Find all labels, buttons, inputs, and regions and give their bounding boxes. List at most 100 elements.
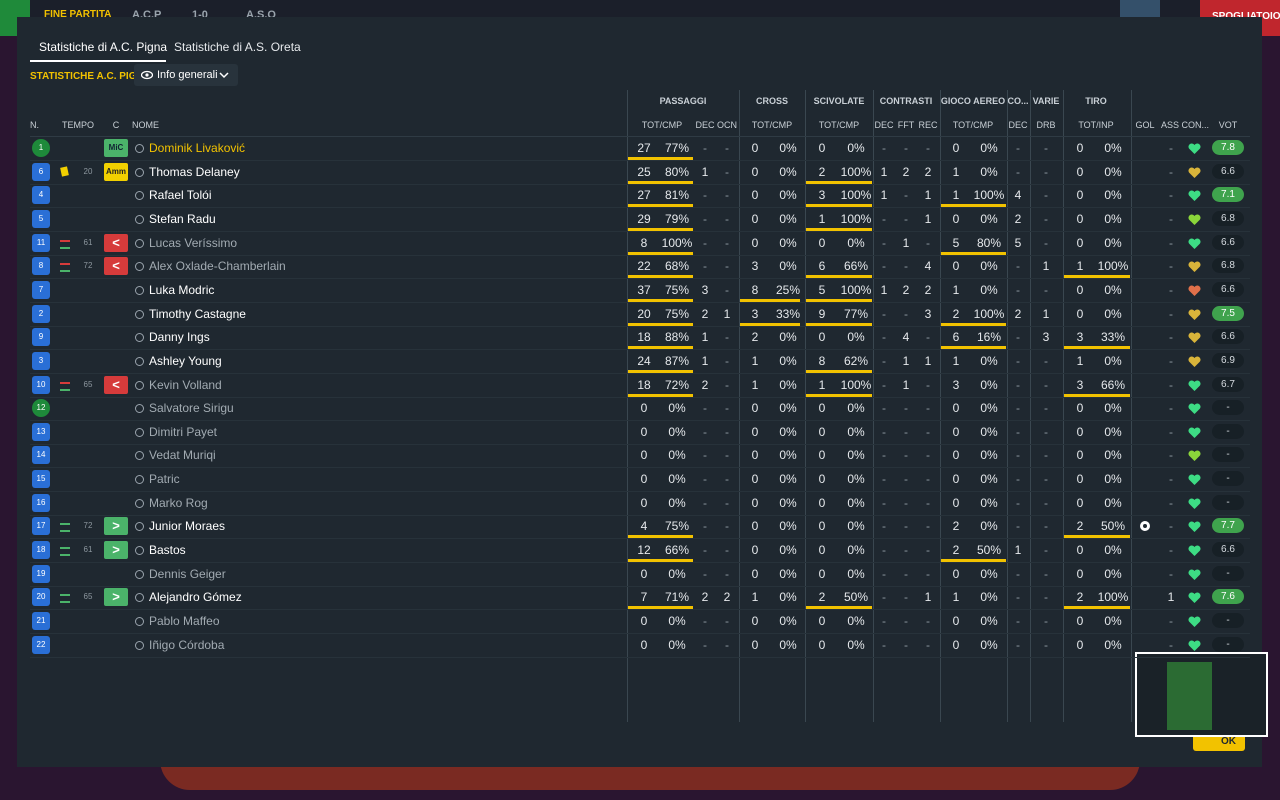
stat-value: 1 — [701, 164, 709, 179]
stat-value: - — [1044, 637, 1048, 652]
stat-value: 0% — [847, 235, 865, 250]
player-icon — [135, 546, 144, 556]
stat-value: 1 — [751, 353, 759, 368]
stat-value: - — [1016, 330, 1020, 345]
minimap[interactable] — [1135, 652, 1268, 737]
stat-value: 50% — [1100, 519, 1126, 534]
shirt-number-badge — [32, 375, 50, 394]
stat-value: 0% — [779, 259, 797, 274]
player-icon — [135, 144, 144, 153]
player-icon — [135, 640, 144, 650]
row-line — [30, 514, 1250, 516]
stat-value: 6 — [952, 330, 960, 345]
stat-value: - — [1044, 566, 1048, 581]
ok-button[interactable] — [1193, 737, 1245, 751]
column-divider — [739, 90, 740, 722]
stat-value: 8 — [818, 353, 826, 368]
stat-value: 0 — [751, 448, 759, 463]
dressing-room-label[interactable]: SPOGLIATOIO — [1212, 11, 1280, 22]
stat-value: 1 — [952, 282, 960, 297]
stat-bar — [941, 204, 1006, 208]
tab[interactable]: Statistiche di A.S. Oreta — [174, 40, 301, 54]
row-line — [30, 585, 1250, 587]
stat-value: - — [1169, 164, 1173, 179]
stat-value: 0% — [1104, 448, 1122, 463]
stat-value: 3 — [1076, 330, 1084, 345]
stat-value: 0 — [818, 566, 826, 581]
stat-value: 2 — [902, 164, 910, 179]
shirt-number-badge — [32, 209, 50, 228]
stat-value: - — [1169, 543, 1173, 558]
stat-value: - — [882, 306, 886, 321]
stat-value: 0% — [1104, 637, 1122, 652]
stat-value: 0 — [640, 448, 648, 463]
stat-value: - — [904, 259, 908, 274]
stat-value: 0% — [1104, 495, 1122, 510]
stat-value: 5 — [1014, 235, 1022, 250]
rating: 6.8 — [1212, 258, 1244, 274]
stat-value: 88% — [664, 330, 690, 345]
stat-bar — [1064, 275, 1130, 279]
group-header: SCIVOLATE — [813, 96, 865, 106]
stat-bar — [628, 393, 693, 397]
stat-value: 0% — [1104, 306, 1122, 321]
shirt-number-badge — [32, 541, 50, 560]
stat-bar — [628, 204, 693, 208]
stat-value: 1 — [902, 377, 910, 392]
stat-value: 0 — [1076, 424, 1084, 439]
stat-bar — [941, 322, 1006, 326]
stat-value: 2 — [924, 282, 932, 297]
shirt-number: 6 — [38, 166, 44, 176]
shirt-number-badge — [32, 162, 50, 181]
stat-value: 0 — [1076, 495, 1084, 510]
rating: 7.8 — [1212, 140, 1244, 155]
stat-value: 0 — [1076, 211, 1084, 226]
stat-value: - — [926, 401, 930, 416]
stat-value: 0% — [980, 448, 998, 463]
stat-value: 1 — [1076, 353, 1084, 368]
stat-value: - — [1016, 519, 1020, 534]
stat-value: 0% — [1104, 141, 1122, 155]
shirt-number: 2 — [38, 308, 44, 318]
stat-value: 1 — [924, 211, 932, 226]
stat-value: - — [904, 424, 908, 439]
shirt-number: 5 — [38, 213, 44, 223]
stat-value: 2 — [818, 590, 826, 605]
tab[interactable]: Statistiche di A.C. Pigna — [39, 40, 168, 54]
stat-value: 1 — [952, 353, 960, 368]
stat-value: 2 — [1076, 519, 1084, 534]
stat-value: - — [703, 495, 707, 510]
stat-bar — [1064, 346, 1130, 350]
stat-value: 3 — [751, 259, 759, 274]
stat-value: 3 — [701, 282, 709, 297]
rating: - — [1212, 400, 1244, 416]
stat-value: - — [926, 235, 930, 250]
stat-value: - — [1016, 495, 1020, 510]
role-badge: > — [104, 588, 128, 607]
column-divider — [627, 90, 628, 722]
player-name: Timothy Castagne — [149, 306, 246, 321]
column-divider — [805, 90, 806, 722]
stat-value: - — [703, 259, 707, 274]
ok-label[interactable]: OK — [1221, 736, 1236, 747]
stat-value: 0 — [1076, 306, 1084, 321]
rating: 7.1 — [1212, 187, 1244, 203]
shirt-number-badge — [32, 186, 50, 205]
player-name: Thomas Delaney — [149, 164, 240, 179]
stat-value: - — [1169, 472, 1173, 487]
stat-value: 18 — [637, 377, 651, 392]
column-header: GOL — [1135, 120, 1155, 130]
stat-value: - — [1044, 424, 1048, 439]
stat-value: 0% — [980, 637, 998, 652]
stat-value: 1 — [902, 235, 910, 250]
rating: - — [1212, 423, 1244, 439]
stat-value: 3 — [751, 306, 759, 321]
view-dropdown[interactable] — [134, 64, 238, 86]
stat-value: - — [1044, 448, 1048, 463]
condition-heart — [1188, 379, 1201, 391]
view-label[interactable]: Info generali — [157, 69, 218, 81]
stat-value: 0 — [818, 330, 826, 345]
stat-value: 0% — [980, 141, 998, 155]
minute: 61 — [83, 237, 93, 247]
shirt-number: 17 — [36, 521, 46, 531]
